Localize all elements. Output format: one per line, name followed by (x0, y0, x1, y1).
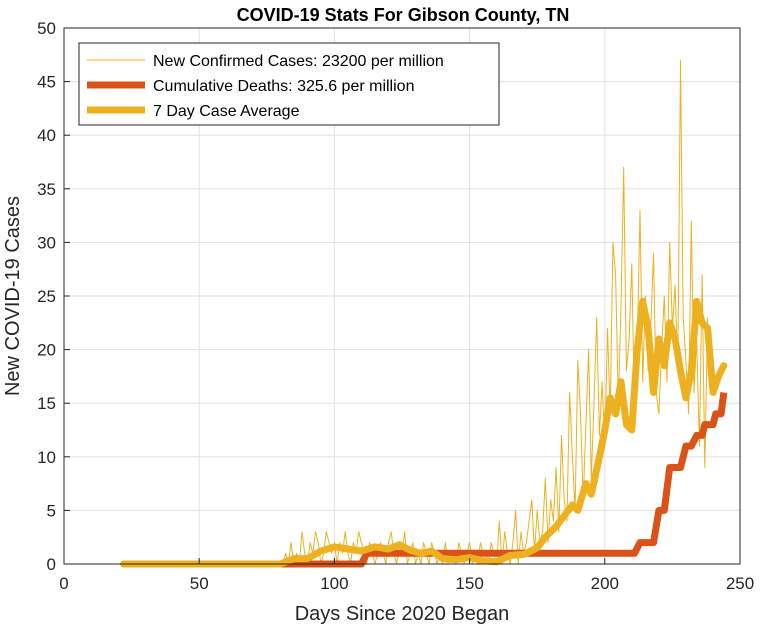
y-tick-label: 35 (37, 180, 56, 199)
legend-box (78, 42, 500, 126)
y-tick-label: 0 (47, 555, 56, 574)
x-tick-label: 50 (190, 574, 209, 593)
x-tick-label: 150 (455, 574, 483, 593)
y-axis: 0 5 10 15 20 25 30 35 40 45 50 (37, 19, 70, 574)
legend-entry-average: 7 Day Case Average (153, 103, 300, 120)
x-tick-label: 0 (59, 574, 68, 593)
y-tick-label: 25 (37, 287, 56, 306)
y-tick-label: 5 (47, 501, 56, 520)
x-axis-label: Days Since 2020 Began (295, 603, 510, 625)
y-tick-label: 15 (37, 394, 56, 413)
x-tick-label: 250 (726, 574, 754, 593)
y-tick-label: 45 (37, 73, 56, 92)
series-deaths-line (123, 392, 728, 568)
y-tick-label: 40 (37, 126, 56, 145)
x-tick-label: 100 (320, 574, 348, 593)
plot-lines (120, 59, 728, 568)
chart-title: COVID-19 Stats For Gibson County, TN (237, 5, 570, 25)
y-axis-label: New COVID-19 Cases (2, 196, 24, 396)
series-new-cases-line (123, 59, 709, 565)
y-tick-label: 50 (37, 19, 56, 38)
legend: New Confirmed Cases: 23200 per million C… (78, 42, 500, 126)
legend-entry-new-cases: New Confirmed Cases: 23200 per million (153, 53, 444, 70)
legend-entry-deaths: Cumulative Deaths: 325.6 per million (153, 78, 414, 95)
x-tick-label: 200 (591, 574, 619, 593)
y-tick-label: 30 (37, 233, 56, 252)
x-axis: 0 50 100 150 200 250 (59, 558, 754, 593)
y-tick-label: 10 (37, 448, 56, 467)
series-average-line (120, 297, 728, 568)
y-tick-label: 20 (37, 341, 56, 360)
